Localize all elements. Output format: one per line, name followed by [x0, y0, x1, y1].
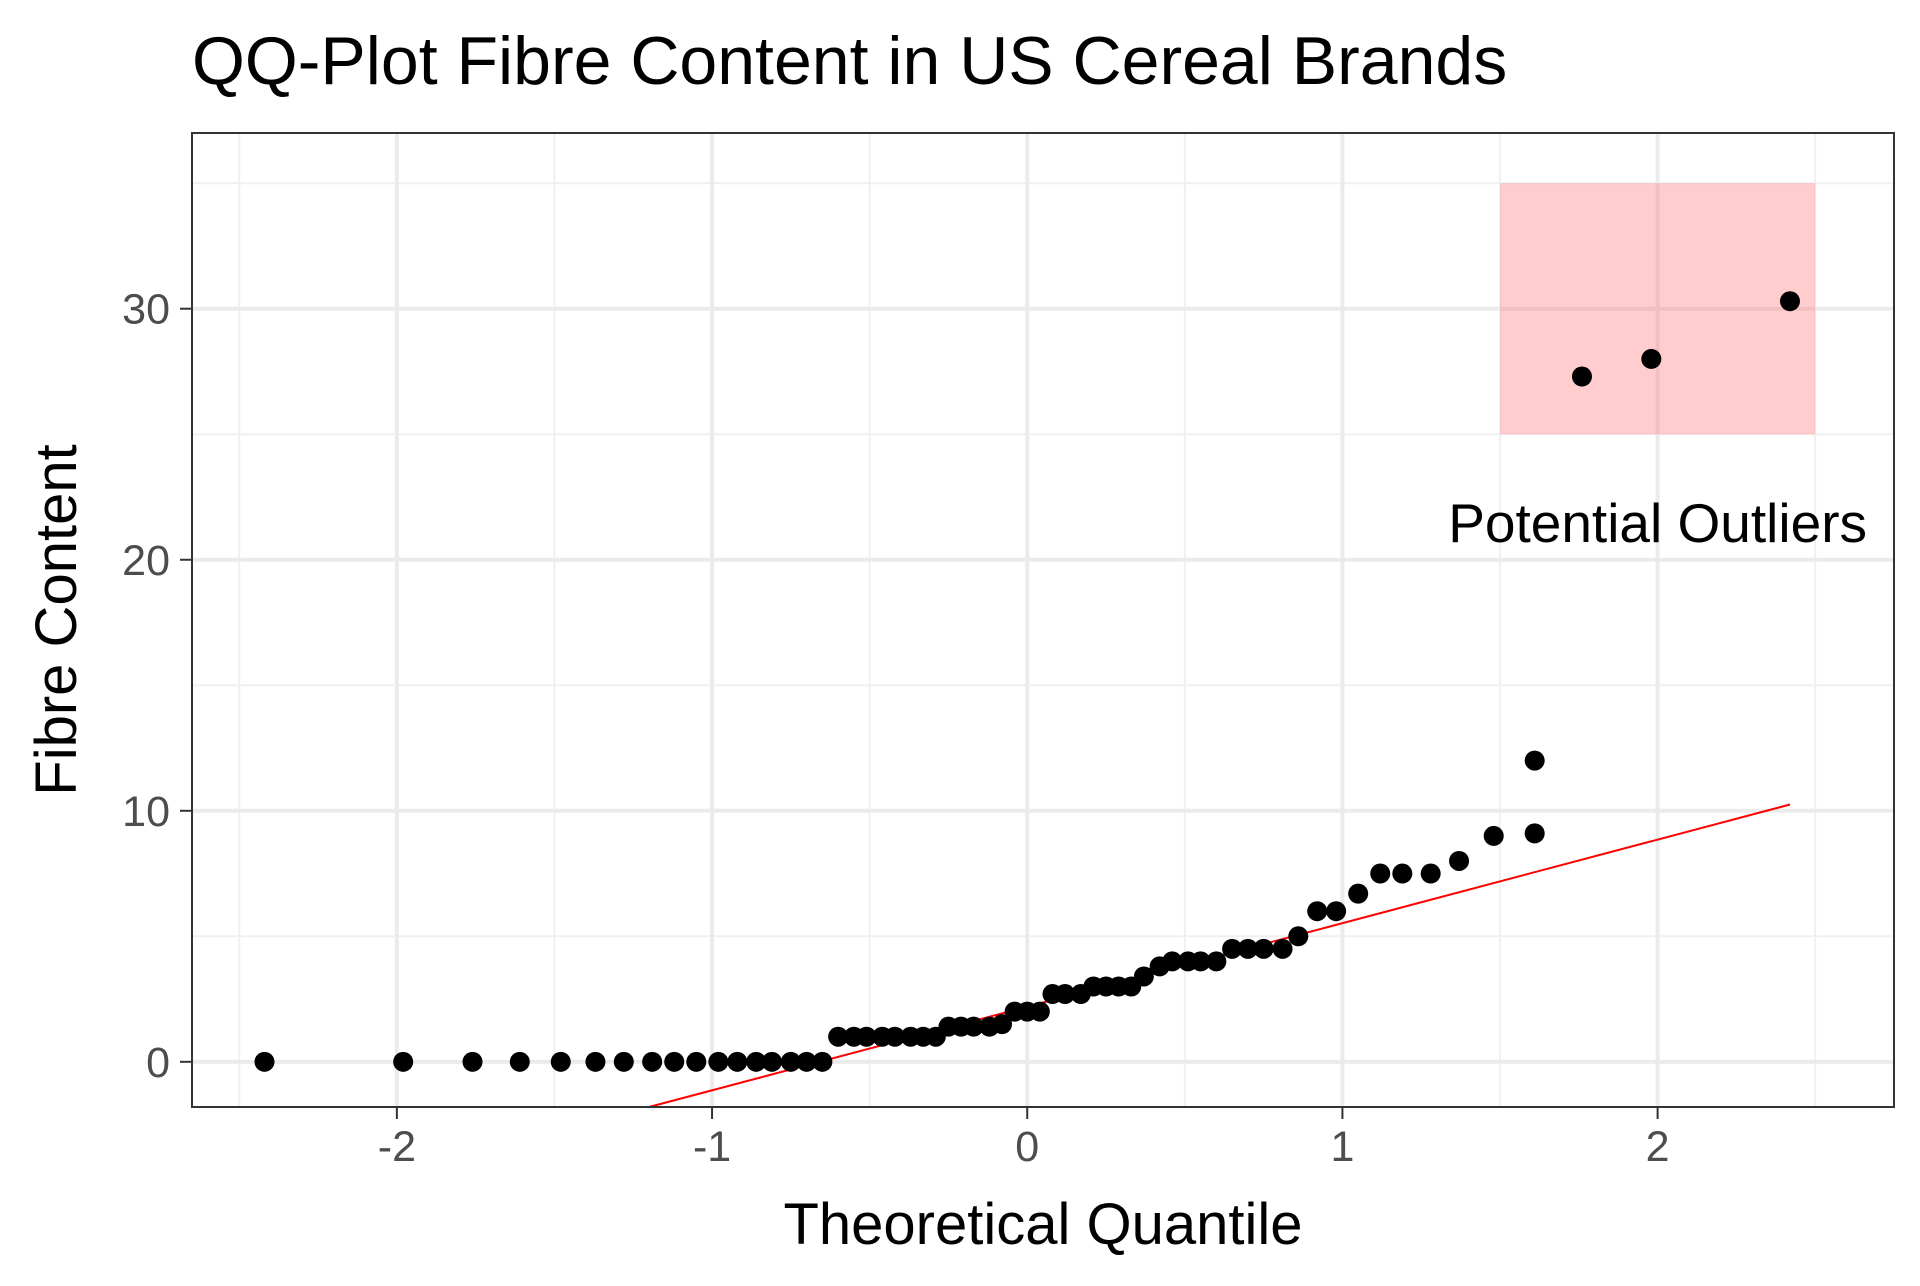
data-point	[1779, 291, 1800, 312]
data-point	[550, 1051, 571, 1072]
y-tick-label: 0	[146, 1039, 170, 1087]
data-point	[963, 1016, 984, 1037]
data-point	[393, 1051, 414, 1072]
data-point	[1392, 863, 1413, 884]
data-point	[884, 1026, 905, 1047]
y-tick-label: 10	[122, 788, 170, 836]
y-tick-label: 20	[122, 537, 170, 585]
x-tick-label: -2	[378, 1123, 416, 1171]
data-point	[1029, 1001, 1050, 1022]
data-point	[1348, 883, 1369, 904]
data-point	[1162, 951, 1183, 972]
data-point	[1133, 966, 1154, 987]
data-point	[509, 1051, 530, 1072]
data-point	[1055, 984, 1076, 1005]
data-point	[1326, 901, 1347, 922]
grid-minor	[192, 133, 1894, 1107]
data-point	[746, 1051, 767, 1072]
data-point	[812, 1051, 833, 1072]
data-point	[462, 1051, 483, 1072]
outlier-region-rect	[1500, 183, 1816, 435]
data-point	[1420, 863, 1441, 884]
data-point	[796, 1051, 817, 1072]
data-point	[664, 1051, 685, 1072]
data-point	[856, 1026, 877, 1047]
data-point	[254, 1051, 275, 1072]
data-point	[1641, 348, 1662, 369]
data-point	[1288, 926, 1309, 947]
data-point	[613, 1051, 634, 1072]
data-point	[585, 1051, 606, 1072]
plot-border	[191, 132, 1895, 1108]
data-points	[254, 291, 1800, 1072]
data-point	[1222, 938, 1243, 959]
data-point	[708, 1051, 729, 1072]
outlier-highlight-region	[1500, 183, 1816, 435]
data-point	[1571, 366, 1592, 387]
x-tick-label: -1	[693, 1123, 731, 1171]
data-point	[992, 1014, 1013, 1035]
y-axis-title: Fibre Content	[24, 444, 89, 795]
data-point	[1272, 938, 1293, 959]
data-point	[780, 1051, 801, 1072]
data-point	[1253, 938, 1274, 959]
x-axis-title: Theoretical Quantile	[783, 1192, 1302, 1257]
data-point	[1237, 938, 1258, 959]
y-axis-ticks: 0 10 20 30	[122, 286, 192, 1087]
data-point	[642, 1051, 663, 1072]
data-point	[686, 1051, 707, 1072]
x-tick-label: 2	[1646, 1123, 1670, 1171]
x-axis-ticks: -2 -1 0 1 2	[378, 1107, 1670, 1171]
data-point	[727, 1051, 748, 1072]
data-point	[828, 1026, 849, 1047]
data-point	[1524, 823, 1545, 844]
plot-panel	[192, 133, 1894, 1107]
x-tick-label: 1	[1330, 1123, 1354, 1171]
data-point	[1206, 951, 1227, 972]
outlier-annotation: Potential Outliers	[1448, 492, 1867, 554]
x-tick-label: 0	[1015, 1123, 1039, 1171]
chart-title: QQ-Plot Fibre Content in US Cereal Brand…	[192, 23, 1507, 99]
data-point	[1449, 850, 1470, 871]
data-point	[761, 1051, 782, 1072]
data-point	[1190, 951, 1211, 972]
data-point	[1370, 863, 1391, 884]
data-point	[1524, 750, 1545, 771]
data-point	[1307, 901, 1328, 922]
y-tick-label: 30	[122, 286, 170, 334]
data-point	[1483, 825, 1504, 846]
